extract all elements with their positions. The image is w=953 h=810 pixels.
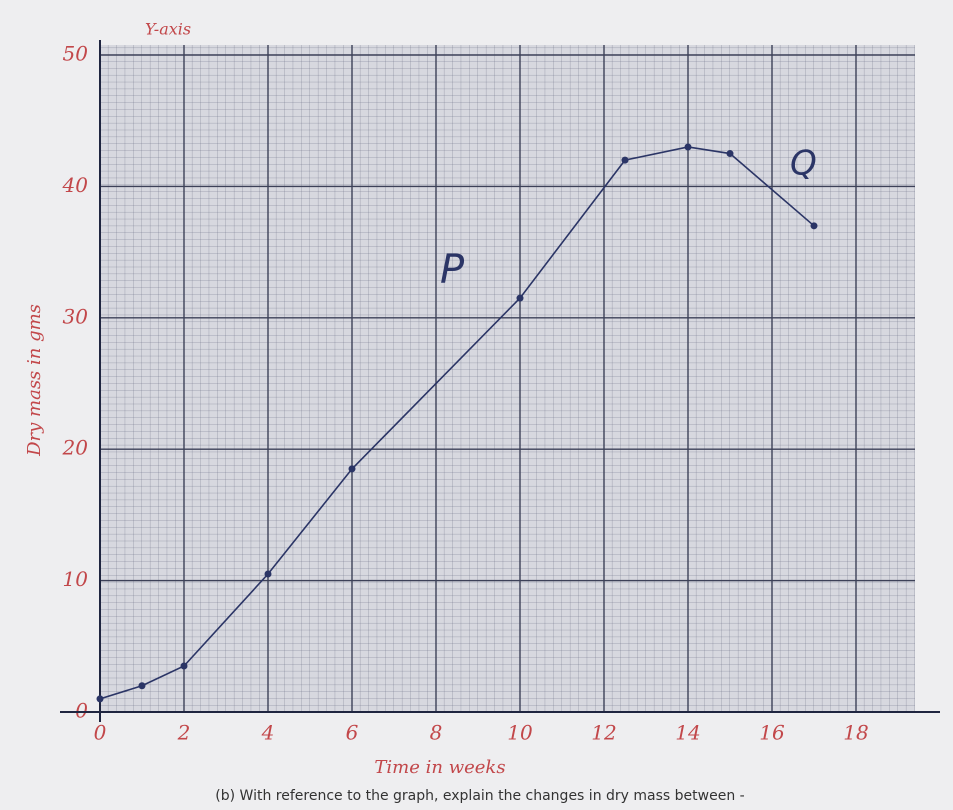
- x-tick-label: 6: [346, 721, 359, 745]
- x-tick-label: 8: [430, 721, 443, 745]
- plot-area: 0 2 4 6 8 10 12 14 16 18 0 10 20 30 40 50: [60, 40, 940, 745]
- y-tick-label: 30: [63, 304, 89, 328]
- question-caption: (b) With reference to the graph, explain…: [215, 788, 744, 804]
- data-point: [621, 156, 629, 164]
- y-tick-label: 10: [63, 567, 89, 591]
- x-tick-label: 14: [675, 721, 700, 745]
- y-axis-tag: Y-axis: [145, 20, 191, 39]
- data-point: [684, 143, 692, 151]
- y-tick-label: 20: [62, 436, 89, 460]
- graph-paper-minor-grid: [100, 45, 915, 712]
- data-point: [348, 465, 356, 473]
- data-point: [810, 222, 818, 230]
- x-tick-label: 12: [591, 721, 616, 745]
- y-tick-label: 40: [62, 173, 89, 197]
- x-tick-label: 2: [177, 721, 191, 745]
- y-axis-title: Dry mass in gms: [24, 304, 45, 457]
- x-tick-label: 18: [843, 721, 868, 745]
- y-tick-label: 0: [75, 699, 88, 723]
- x-tick-label: 16: [759, 721, 785, 745]
- x-tick-label: 4: [261, 721, 275, 745]
- data-point: [726, 150, 734, 158]
- data-point: [264, 570, 272, 578]
- data-line: [99, 146, 815, 700]
- data-point: [180, 662, 188, 670]
- y-tick-label: 50: [63, 42, 89, 66]
- x-tick-label: 0: [94, 721, 107, 745]
- annotation: Q: [790, 144, 817, 184]
- data-point: [138, 682, 146, 690]
- data-point: [96, 695, 104, 703]
- x-axis-title: Time in weeks: [374, 757, 505, 778]
- x-tick-label: 10: [507, 721, 533, 745]
- data-point: [516, 294, 524, 302]
- annotation: P: [440, 247, 465, 293]
